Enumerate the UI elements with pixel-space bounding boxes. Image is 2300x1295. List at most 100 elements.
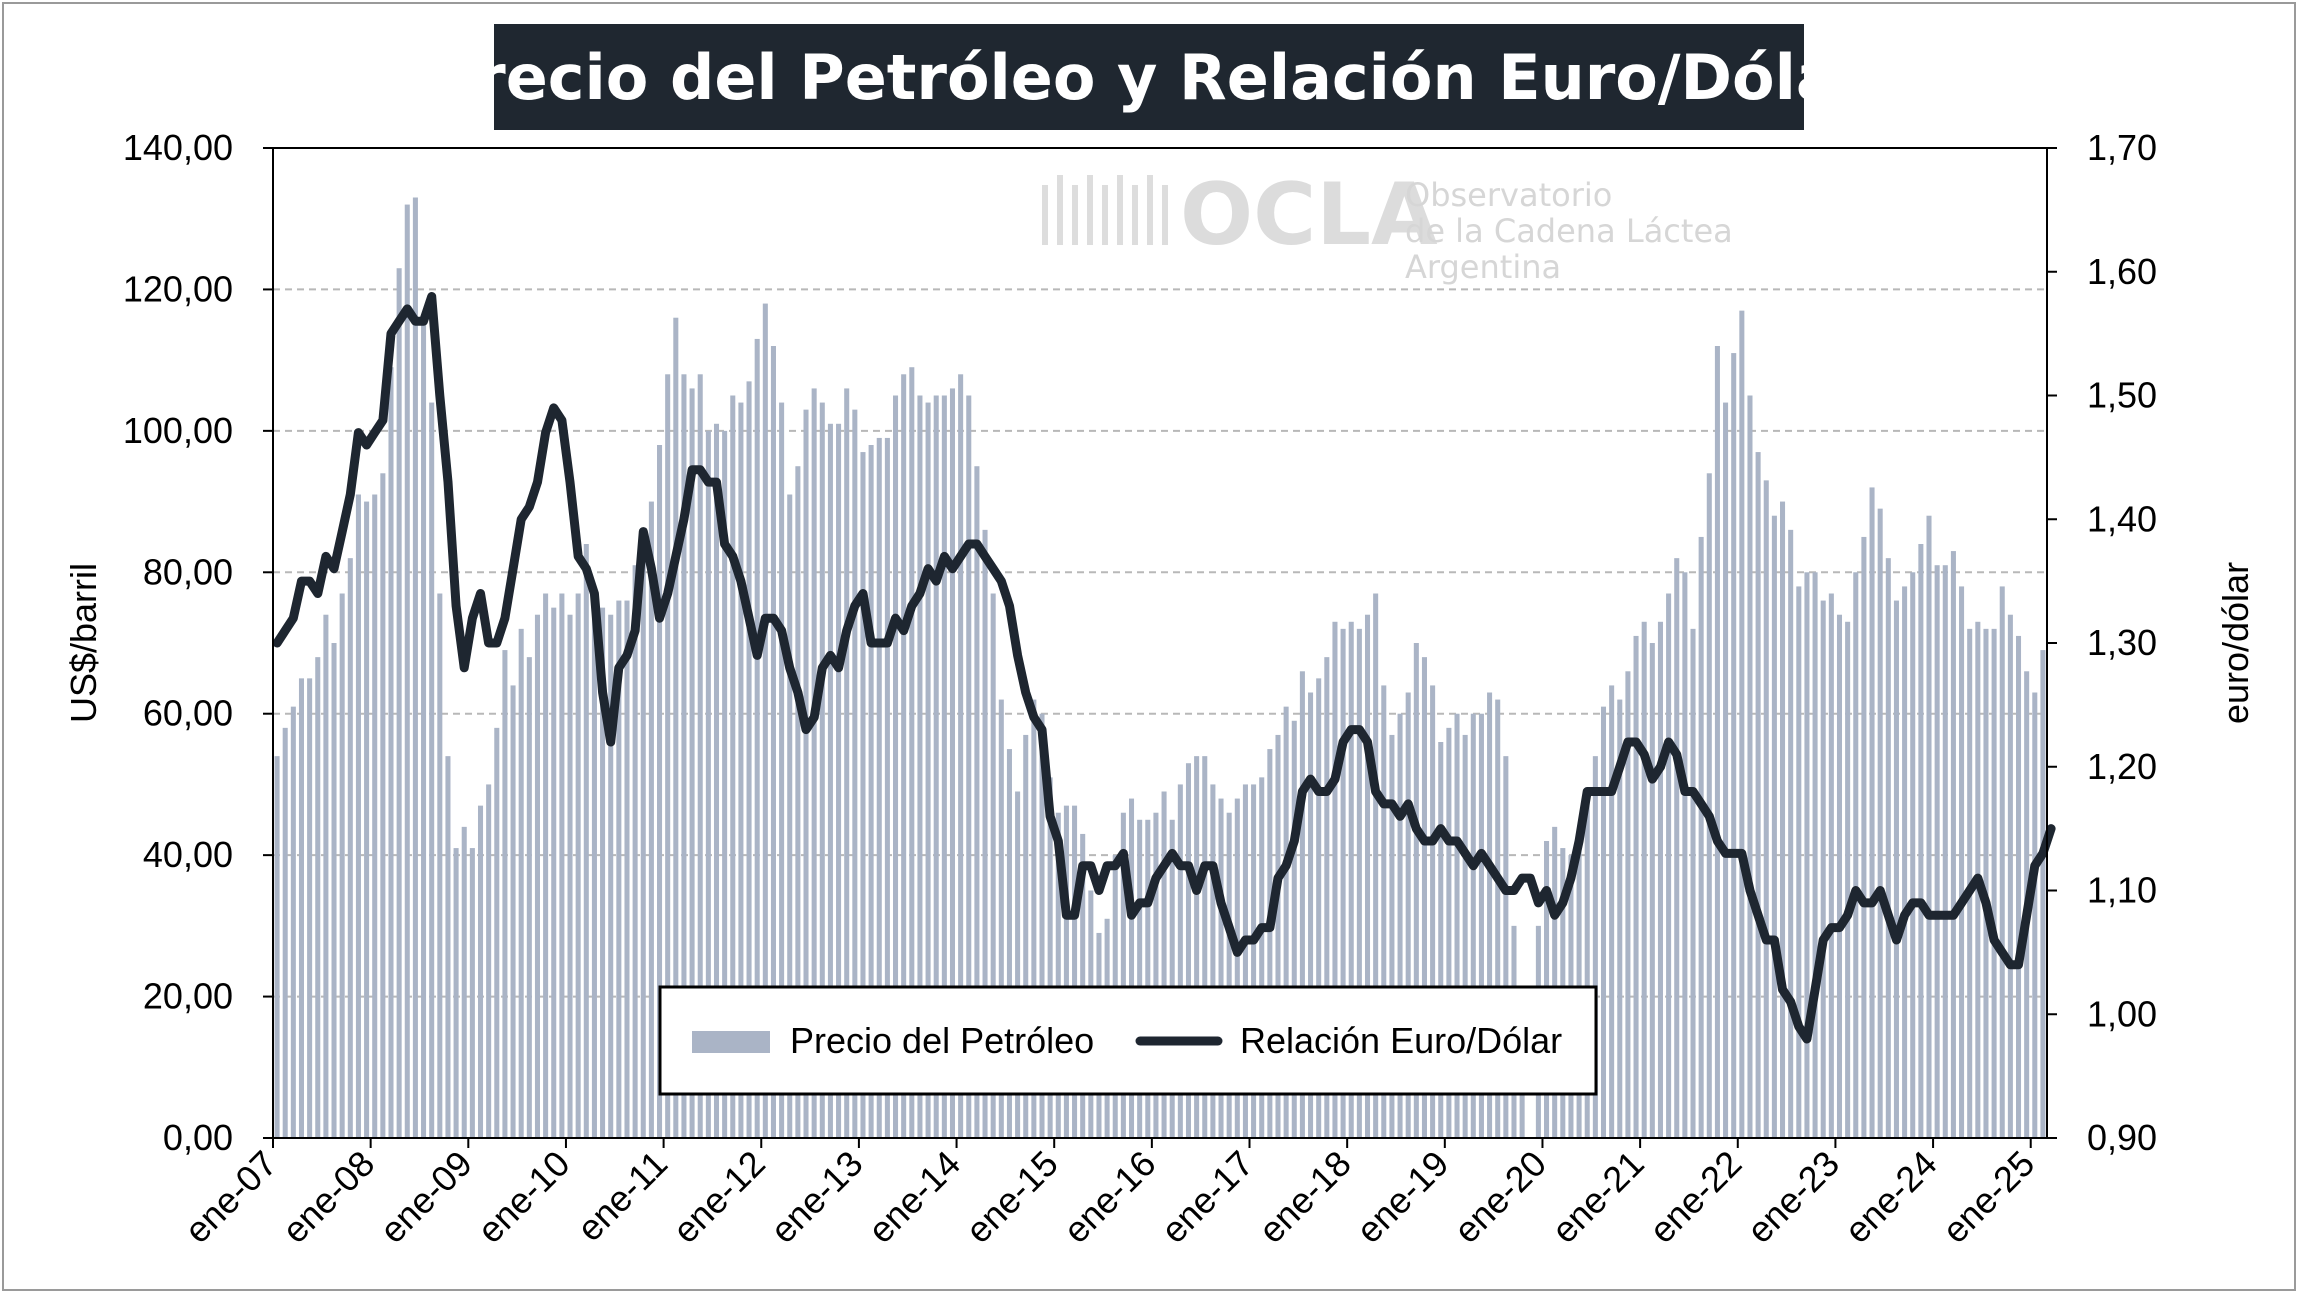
oil-price-bar [1633, 635, 1639, 1138]
legend: Precio del Petróleo Relación Euro/Dólar [658, 985, 1598, 1096]
oil-price-bar [1755, 452, 1761, 1139]
oil-price-bar [673, 317, 679, 1138]
oil-price-bar [1031, 699, 1037, 1138]
left-tick-label: 80,00 [143, 551, 233, 592]
oil-price-bar [412, 197, 418, 1138]
oil-price-bar [974, 466, 980, 1138]
oil-price-bar [1706, 473, 1712, 1138]
oil-price-bar [518, 628, 524, 1138]
oil-price-bar [1885, 558, 1891, 1138]
oil-price-bar [1242, 784, 1248, 1138]
watermark: OCLA Observatorio de la Cadena Láctea Ar… [1042, 165, 1733, 286]
x-tick-label: ene-13 [762, 1143, 870, 1251]
right-tick-label: 1,30 [2087, 622, 2157, 663]
oil-price-bar [1926, 515, 1932, 1138]
oil-price-bar [1332, 621, 1338, 1138]
oil-price-bar [298, 678, 305, 1138]
oil-price-bar [1763, 480, 1769, 1138]
oil-price-bar [1796, 586, 1802, 1138]
oil-price-bar [949, 388, 956, 1138]
oil-price-bar [445, 756, 451, 1138]
oil-price-bar [884, 437, 890, 1138]
right-tick-label: 1,40 [2087, 498, 2157, 539]
oil-price-bar [274, 756, 280, 1138]
oil-price-bar [2015, 635, 2022, 1138]
oil-price-bar [1047, 777, 1053, 1138]
oil-price-bar [323, 614, 329, 1138]
x-tick-label: ene-22 [1641, 1143, 1749, 1251]
oil-price-bar [1177, 784, 1183, 1138]
oil-price-bar [1820, 600, 1826, 1138]
x-tick-label: ene-12 [665, 1143, 773, 1251]
oil-price-bar [648, 501, 654, 1139]
oil-price-bar [364, 501, 370, 1139]
oil-price-bar [827, 423, 833, 1138]
oil-price-bar [1055, 812, 1061, 1138]
oil-price-bar [1145, 819, 1151, 1138]
oil-price-bar [1039, 713, 1045, 1138]
oil-price-bar [1877, 508, 1883, 1139]
oil-price-bar [1503, 756, 1509, 1138]
oil-price-bar [1462, 734, 1468, 1138]
x-tick-label: ene-16 [1055, 1143, 1163, 1251]
oil-price-bar [836, 423, 842, 1138]
oil-price-bar [1259, 777, 1265, 1138]
left-axis-ticks: 0,00 20,00 40,00 60,00 80,00 100,00 120,00 140,… [123, 127, 273, 1158]
oil-price-bar [1804, 572, 1810, 1138]
oil-price-bar [1283, 706, 1289, 1138]
x-tick-label: ene-07 [176, 1143, 284, 1251]
oil-price-bar [355, 494, 361, 1138]
oil-price-bar [583, 544, 589, 1138]
oil-price-bar [315, 657, 321, 1138]
oil-price-bar [1869, 487, 1875, 1138]
oil-price-bar [1137, 819, 1143, 1138]
oil-price-bar [1015, 791, 1021, 1138]
euro-dollar-line-path [272, 292, 2056, 1044]
oil-price-bar [1373, 593, 1379, 1138]
oil-price-bar [681, 374, 687, 1138]
watermark-line-3: Argentina [1405, 248, 1561, 286]
oil-price-bar [1316, 678, 1322, 1138]
left-tick-label: 0,00 [163, 1117, 233, 1158]
oil-price-bar [1592, 756, 1598, 1138]
x-tick-label: ene-10 [469, 1143, 577, 1251]
oil-price-bar [1470, 713, 1476, 1138]
oil-price-bar [282, 727, 288, 1138]
oil-price-bar [1983, 628, 1989, 1138]
legend-bar-swatch [692, 1031, 770, 1053]
oil-price-bar [290, 706, 296, 1138]
left-axis-title: US$/barril [63, 563, 104, 723]
oil-price-bar [429, 402, 435, 1139]
oil-price-bar [575, 593, 581, 1138]
oil-price-bar [998, 699, 1004, 1138]
watermark-line-1: Observatorio [1405, 176, 1612, 214]
oil-price-bar [1495, 699, 1501, 1138]
oil-price-bar [1218, 798, 1224, 1138]
oil-price-bar [1853, 572, 1859, 1138]
x-tick-label: ene-19 [1348, 1143, 1456, 1251]
x-tick-label: ene-15 [958, 1143, 1066, 1251]
left-tick-label: 120,00 [123, 268, 233, 309]
oil-price-bar [1430, 685, 1436, 1138]
oil-price-bar [477, 805, 484, 1138]
oil-price-bar [494, 727, 500, 1138]
right-tick-label: 1,10 [2087, 870, 2157, 911]
oil-price-bar [1771, 515, 1777, 1138]
oil-price-bar [1454, 713, 1460, 1138]
right-tick-label: 0,90 [2087, 1117, 2157, 1158]
oil-price-bar [868, 445, 874, 1138]
oil-price-bar [331, 643, 337, 1138]
oil-price-bar [958, 374, 964, 1138]
oil-price-bar [396, 268, 402, 1138]
legend-label-euro: Relación Euro/Dólar [1240, 1020, 1562, 1061]
x-tick-label: ene-09 [372, 1143, 480, 1251]
x-tick-label: ene-21 [1544, 1143, 1652, 1251]
oil-price-bar [876, 437, 882, 1138]
oil-price-bar [1910, 572, 1916, 1138]
chart-title: Precio del Petróleo y Relación Euro/Dóla… [430, 24, 1868, 130]
oil-price-bar [608, 614, 614, 1138]
oil-price-bar [1072, 805, 1078, 1138]
oil-price-bar [2032, 692, 2038, 1138]
oil-price-bar [1666, 593, 1672, 1138]
